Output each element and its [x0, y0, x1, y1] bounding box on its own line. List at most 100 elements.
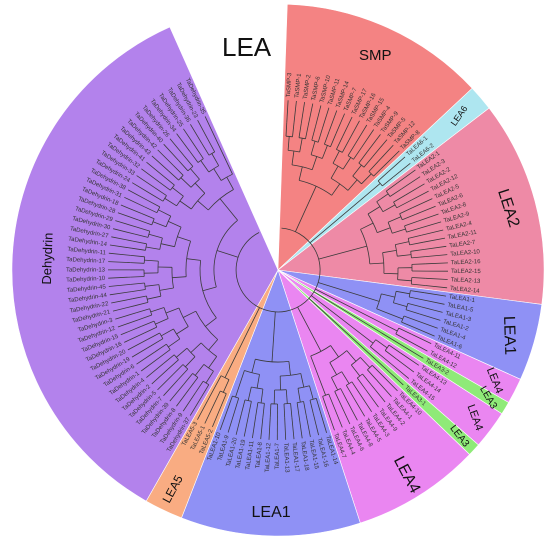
leaf-branch: [169, 383, 185, 402]
leaf-branch: [370, 384, 386, 403]
internal-branch: [395, 241, 410, 245]
leaf-branch: [381, 374, 398, 392]
internal-branch: [352, 164, 362, 177]
internal-branch: [330, 345, 339, 358]
internal-branch: [328, 393, 335, 408]
internal-branch: [131, 289, 146, 292]
leaf-branch: [111, 236, 133, 242]
internal-branch: [397, 279, 412, 282]
clade-arc: [369, 339, 377, 347]
internal-branch: [195, 146, 204, 159]
internal-branch: [330, 165, 339, 179]
internal-branch: [183, 155, 194, 167]
internal-branch: [382, 250, 397, 254]
internal-branch: [403, 315, 418, 322]
leaf-label: TaLEA1-11: [245, 440, 255, 470]
leaf-branch: [415, 205, 436, 215]
internal-branch: [177, 236, 191, 242]
clade-arc: [186, 347, 196, 357]
leaf-branch: [361, 129, 375, 148]
internal-branch: [168, 170, 179, 181]
tree-branches: [108, 100, 449, 441]
internal-branch: [178, 160, 189, 172]
clade-label-lea1r: LEA1: [500, 316, 518, 356]
leaf-branch: [359, 393, 373, 413]
internal-branch: [200, 160, 210, 173]
leaf-branch: [333, 406, 343, 428]
internal-branch: [290, 403, 293, 418]
leaf-label: TaDehydrin-17: [66, 257, 106, 265]
leaf-branch: [342, 116, 353, 137]
leaf-branch: [312, 413, 319, 436]
internal-branch: [392, 228, 406, 234]
leaf-branch: [319, 411, 327, 434]
internal-branch: [130, 282, 145, 285]
internal-branch: [145, 246, 160, 250]
internal-branch: [305, 125, 309, 139]
leaf-branch: [388, 156, 406, 172]
internal-branch: [176, 347, 188, 358]
internal-branch: [155, 318, 169, 325]
internal-branch: [168, 338, 181, 348]
clade-stem: [315, 288, 398, 332]
internal-branch: [147, 332, 160, 340]
internal-branch: [396, 200, 410, 209]
clade-arc: [324, 143, 331, 148]
clade-stem: [311, 295, 374, 344]
internal-branch: [132, 240, 147, 245]
leaf-branch: [151, 155, 169, 171]
internal-branch: [150, 307, 165, 313]
internal-branch: [283, 403, 286, 418]
internal-branch: [404, 220, 418, 227]
internal-branch: [309, 385, 314, 400]
clade-arc: [336, 149, 343, 153]
internal-branch: [130, 276, 145, 278]
internal-branch: [138, 314, 152, 321]
leaf-branch: [340, 403, 351, 425]
clade-stem: [224, 307, 260, 378]
clade-arc: [190, 193, 206, 210]
internal-branch: [367, 206, 381, 215]
internal-branch: [310, 141, 316, 155]
leaf-branch: [243, 415, 249, 437]
leaf-branch: [354, 124, 368, 145]
internal-branch: [189, 150, 199, 163]
internal-branch: [388, 344, 401, 354]
clade-arc: [368, 171, 374, 177]
internal-branch: [190, 168, 200, 180]
leaf-label: TaLEA1-8: [255, 441, 264, 468]
internal-branch: [353, 147, 362, 160]
leaf-branch: [260, 417, 264, 440]
leaf-branch: [131, 345, 152, 358]
leaf-branch: [328, 110, 338, 132]
internal-branch: [288, 361, 291, 376]
leaf-branch: [408, 190, 429, 202]
clade-arc: [220, 173, 233, 181]
leaf-branch: [146, 363, 164, 378]
leaf-branch: [407, 340, 428, 352]
internal-branch: [141, 320, 155, 327]
leaf-label: TaDehydrin-44: [68, 293, 108, 305]
internal-branch: [201, 142, 210, 156]
internal-branch: [158, 209, 171, 217]
internal-branch: [176, 326, 189, 335]
internal-branch: [410, 249, 425, 252]
internal-branch: [141, 213, 155, 220]
clade-arc: [376, 201, 384, 212]
clade-arc: [176, 195, 184, 207]
internal-branch: [144, 284, 159, 287]
internal-branch: [387, 216, 402, 223]
internal-branch: [180, 177, 192, 188]
leaf-branch: [400, 352, 420, 366]
leaf-label: TaLEA2-11: [447, 230, 477, 242]
internal-branch: [389, 188, 402, 197]
leaf-branch: [108, 284, 131, 287]
internal-branch: [292, 122, 295, 137]
clade-arc: [203, 364, 214, 372]
leaf-label: TaLEA1-7: [275, 442, 281, 469]
clade-label-smp: SMP: [359, 47, 392, 64]
leaf-branch: [146, 161, 164, 177]
leaf-branch: [112, 305, 135, 312]
leaf-label: TaDehydrin-13: [66, 267, 106, 273]
internal-branch: [211, 153, 220, 166]
